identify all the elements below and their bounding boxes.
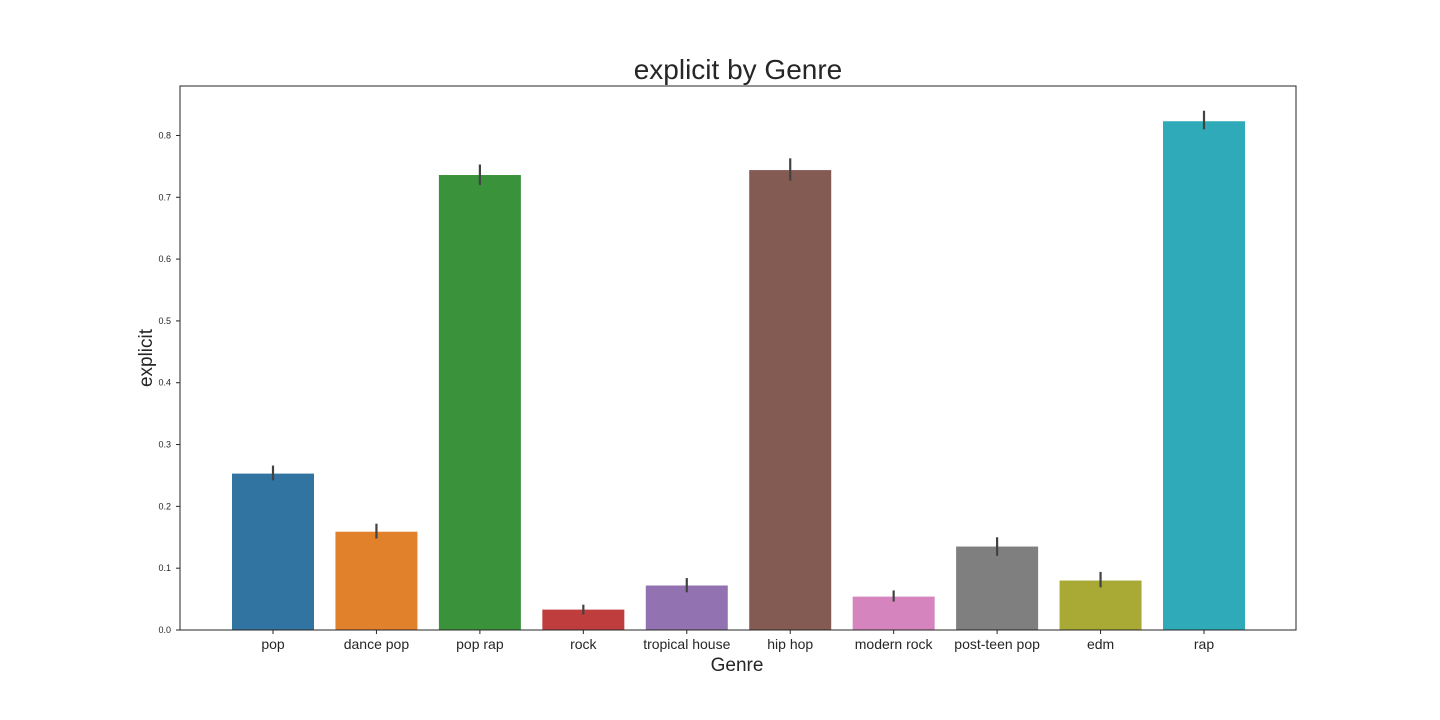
- x-tick-label: post-teen pop: [954, 636, 1040, 652]
- bar-rock: [542, 609, 625, 630]
- x-tick-label: pop rap: [456, 636, 504, 652]
- plot-frame: [179, 85, 1297, 631]
- x-tick-label: rap: [1194, 636, 1214, 652]
- x-tick-label: modern rock: [855, 636, 934, 652]
- y-tick-label: 0.8: [158, 130, 171, 140]
- error-bars-group: [271, 110, 1206, 615]
- y-axis: 0.0 0.1 0.2 0.3 0.4 0.5 0.6 0.7 0.8: [158, 130, 180, 635]
- x-axis: pop dance pop pop rap rock tropical house hip…: [261, 630, 1214, 652]
- x-tick-label: edm: [1087, 636, 1114, 652]
- y-axis-label: explicit: [136, 328, 157, 387]
- x-tick-label: tropical house: [643, 636, 730, 652]
- y-tick-label: 0.2: [158, 501, 171, 511]
- y-tick-label: 0.7: [158, 192, 171, 202]
- bar-rap: [1163, 121, 1245, 631]
- bar-hip-hop: [749, 170, 832, 630]
- y-tick-label: 0.4: [158, 378, 171, 388]
- bar-dance-pop: [335, 531, 418, 630]
- y-tick-label: 0.6: [158, 254, 171, 264]
- bar-post-teen-pop: [956, 546, 1039, 630]
- chart-title: explicit by Genre: [634, 54, 843, 85]
- x-tick-label: dance pop: [344, 636, 410, 652]
- y-tick-label: 0.1: [158, 563, 171, 573]
- y-tick-label: 0.5: [158, 316, 171, 326]
- bar-pop: [232, 473, 314, 630]
- bars-group: [232, 121, 1245, 631]
- x-axis-label: Genre: [711, 655, 764, 676]
- bar-modern-rock: [852, 596, 935, 630]
- bar-pop-rap: [438, 175, 521, 630]
- x-tick-label: rock: [570, 636, 597, 652]
- y-tick-label: 0.0: [158, 625, 171, 635]
- bar-edm: [1059, 580, 1142, 630]
- y-tick-label: 0.3: [158, 440, 171, 450]
- x-tick-label: hip hop: [767, 636, 813, 652]
- bar-tropical-house: [645, 585, 728, 630]
- x-tick-label: pop: [261, 636, 285, 652]
